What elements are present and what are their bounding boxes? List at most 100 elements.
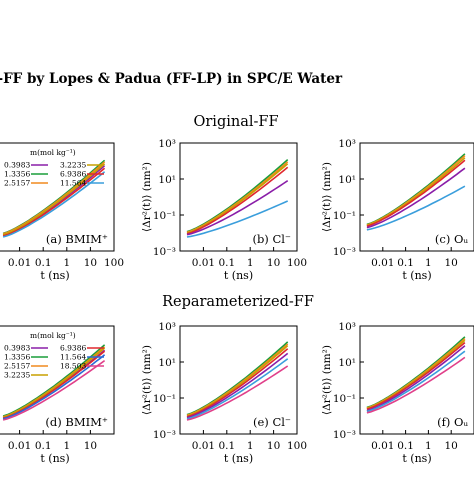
y-tick-label: 10⁻³ [153,246,176,258]
panel-label: (a) BMIM⁺ [46,232,108,246]
series-line [186,200,289,238]
figure-title: L-FF by Lopes & Padua (FF-LP) in SPC/E W… [0,71,343,87]
x-tick-label: 1 [247,440,254,452]
series-line [2,163,106,236]
y-tick-label: 10¹ [338,357,356,369]
series-line [186,158,289,233]
legend-entry-label: 3.2235 [60,161,86,170]
chart-panel-6: 0.01 0.1 1 10 10⁻³ 10⁻¹ 10¹ 10³ t (ns) ⟨Δr²(t)⟩ (… [321,321,474,465]
series-line [2,354,106,420]
x-tick-label: 1 [425,257,432,269]
x-tick-label: 0.1 [35,257,52,269]
series-line [186,163,289,234]
x-tick-label: 0.1 [218,257,235,269]
series-line [366,153,466,226]
plot-frame [0,142,115,252]
y-tick-label: 10⁻³ [333,246,356,258]
x-tick-label: 0.1 [397,440,414,452]
series-line [2,344,106,417]
x-tick-label: 100 [104,257,124,269]
legend-title: m(mol kg⁻¹) [30,331,76,340]
series-line [186,341,289,416]
x-axis-label: t (ns) [224,452,253,465]
x-tick-label: 1 [63,440,70,452]
panel-label: (d) BMIM⁺ [45,415,108,429]
series-line [2,167,106,237]
legend-entry-label: 6.9386 [60,344,86,353]
series-line [366,336,466,409]
plot-frame [359,142,474,252]
x-axis-label: t (ns) [224,269,253,282]
x-tick-label: 10 [445,257,458,269]
legend-entry-label: 2.5157 [4,362,30,371]
panel-label: (f) Oᵤ [437,415,468,429]
series-line [366,356,466,414]
series-line [366,350,466,413]
legend-entry-label: 6.9386 [60,170,86,179]
section-title-reparameterized: Reparameterized-FF [162,294,314,310]
legend-title: m(mol kg⁻¹) [30,148,76,157]
series-line [2,161,106,235]
x-tick-label: 10 [267,257,280,269]
y-tick-label: 10³ [338,138,356,150]
plot-frame [359,325,474,435]
chart-panel-3: 0.01 0.1 1 10 10⁻³ 10⁻¹ 10¹ 10³ t (ns) ⟨Δr²(t)⟩ (… [321,138,474,282]
x-tick-label: 0.1 [397,257,414,269]
y-tick-label: 10³ [158,138,176,150]
x-tick-label: 10 [84,440,97,452]
legend-entry-label: 11.564 [60,353,86,362]
y-axis-label: ⟨Δr²(t)⟩ (nm²) [141,345,153,415]
panel-label: (e) Cl⁻ [253,415,291,429]
x-tick-label: 0.01 [192,257,215,269]
y-tick-label: 10¹ [158,357,176,369]
legend-entry-label: 1.3356 [4,353,30,362]
legend-entry-label: 3.2235 [4,371,30,380]
x-axis-label: t (ns) [40,269,69,282]
series-line [186,348,289,418]
legend-entry-label: 11.564 [60,179,86,188]
x-axis-label: t (ns) [402,452,431,465]
series-line [2,347,106,419]
x-tick-label: 1 [425,440,432,452]
x-tick-label: 10 [445,440,458,452]
series-line [2,350,106,419]
x-tick-label: 1 [247,257,254,269]
legend-entry-label: 2.5157 [4,179,30,188]
y-tick-label: 10⁻¹ [153,393,176,405]
x-axis-label: t (ns) [402,269,431,282]
chart-panel-5: 0.01 0.1 1 10 100 10⁻³ 10⁻¹ 10¹ 10³ t (ns) ⟨Δr²(t)… [141,321,307,465]
panel-label: (c) Oᵤ [435,232,468,246]
x-tick-label: 0.1 [35,440,52,452]
series-line [186,166,289,235]
series-line [366,159,466,227]
y-tick-label: 10⁻¹ [333,210,356,222]
x-tick-label: 0.01 [192,440,215,452]
y-tick-label: 10¹ [158,174,176,186]
series-line [366,185,466,231]
series-line [186,352,289,419]
x-tick-label: 100 [287,440,307,452]
series-line [186,365,289,421]
chart-panel-2: 0.01 0.1 1 10 100 10⁻³ 10⁻¹ 10¹ 10³ t (ns) ⟨Δr²(t)… [141,138,307,282]
x-tick-label: 100 [287,257,307,269]
x-tick-label: 0.01 [8,257,31,269]
series-line [366,341,466,410]
y-tick-label: 10³ [338,321,356,333]
panel-label: (b) Cl⁻ [252,232,291,246]
x-axis-label: t (ns) [40,452,69,465]
chart-panel-1: 0.01 0.1 1 10 100 t (ns) (a) BMIM⁺ m(mol kg⁻¹)0… [0,142,124,282]
x-tick-label: 0.01 [371,257,394,269]
y-tick-label: 10⁻¹ [333,393,356,405]
series-line [2,171,106,238]
plot-frame [179,142,298,252]
x-tick-label: 10 [84,257,97,269]
series-line [186,345,289,417]
y-tick-label: 10⁻³ [333,429,356,441]
plot-frame [179,325,298,435]
x-tick-label: 1 [63,257,70,269]
chart-panel-4: 0.01 0.1 1 10 t (ns) (d) BMIM⁺ m(mol kg⁻¹)0.39… [0,325,115,465]
legend-entry-label: 1.3356 [4,170,30,179]
